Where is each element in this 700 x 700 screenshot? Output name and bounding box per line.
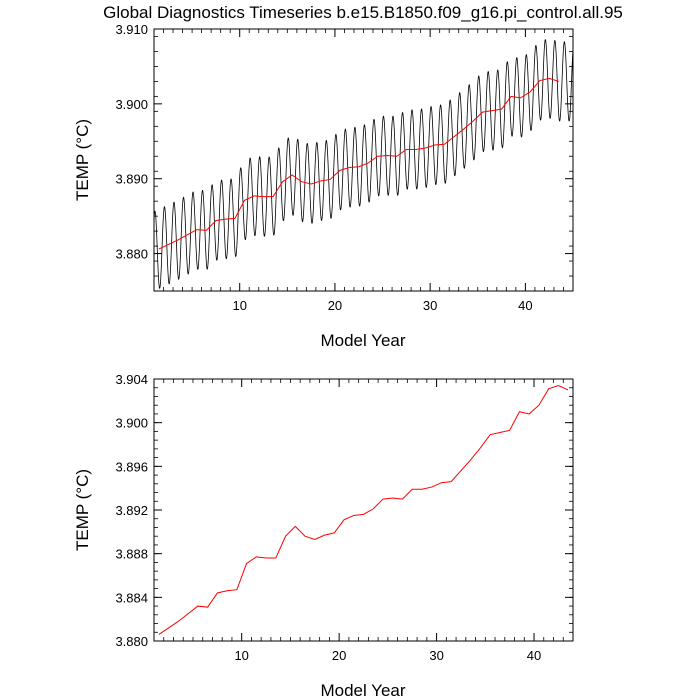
y-tick-label: 3.880 bbox=[115, 634, 148, 649]
y-tick-label: 3.880 bbox=[115, 247, 148, 262]
top-panel: Global Diagnostics Timeseries b.e15.B185… bbox=[73, 3, 623, 350]
bottom-x-axis-label: Model Year bbox=[320, 681, 405, 700]
y-tick-label: 3.896 bbox=[115, 459, 148, 474]
bottom-plot-area: 3.880 3.884 3.888 3.892 3.896 3.900 3.904 10 20 3… bbox=[115, 372, 574, 663]
bottom-panel: 3.880 3.884 3.888 3.892 3.896 3.900 3.904 10 20 3… bbox=[73, 372, 574, 700]
x-tick-label: 40 bbox=[527, 648, 541, 663]
top-plot-area: 3.880 3.890 3.900 3.910 10 20 30 40 bbox=[115, 22, 574, 313]
chart-title: Global Diagnostics Timeseries b.e15.B185… bbox=[103, 3, 623, 22]
x-tick-label: 30 bbox=[423, 298, 437, 313]
bottom-plot-frame bbox=[153, 378, 574, 642]
y-tick-label: 3.888 bbox=[115, 547, 148, 562]
monthly-temperature-line bbox=[153, 39, 574, 289]
x-tick-label: 20 bbox=[332, 648, 346, 663]
y-tick-label: 3.904 bbox=[115, 372, 148, 387]
x-tick-label: 10 bbox=[234, 648, 248, 663]
annual-mean-temperature-line bbox=[158, 385, 569, 635]
y-tick-label: 3.900 bbox=[115, 97, 148, 112]
y-tick-label: 3.892 bbox=[115, 503, 148, 518]
y-tick-label: 3.900 bbox=[115, 416, 148, 431]
y-tick-label: 3.884 bbox=[115, 590, 148, 605]
x-tick-label: 20 bbox=[328, 298, 342, 313]
top-plot-frame bbox=[153, 28, 574, 292]
x-tick-label: 10 bbox=[232, 298, 246, 313]
y-tick-label: 3.890 bbox=[115, 172, 148, 187]
x-tick-label: 40 bbox=[518, 298, 532, 313]
x-tick-label: 30 bbox=[429, 648, 443, 663]
y-tick-label: 3.910 bbox=[115, 22, 148, 37]
bottom-y-axis-label: TEMP (°C) bbox=[73, 469, 92, 551]
top-x-axis-label: Model Year bbox=[320, 331, 405, 350]
top-y-axis-label: TEMP (°C) bbox=[73, 119, 92, 201]
